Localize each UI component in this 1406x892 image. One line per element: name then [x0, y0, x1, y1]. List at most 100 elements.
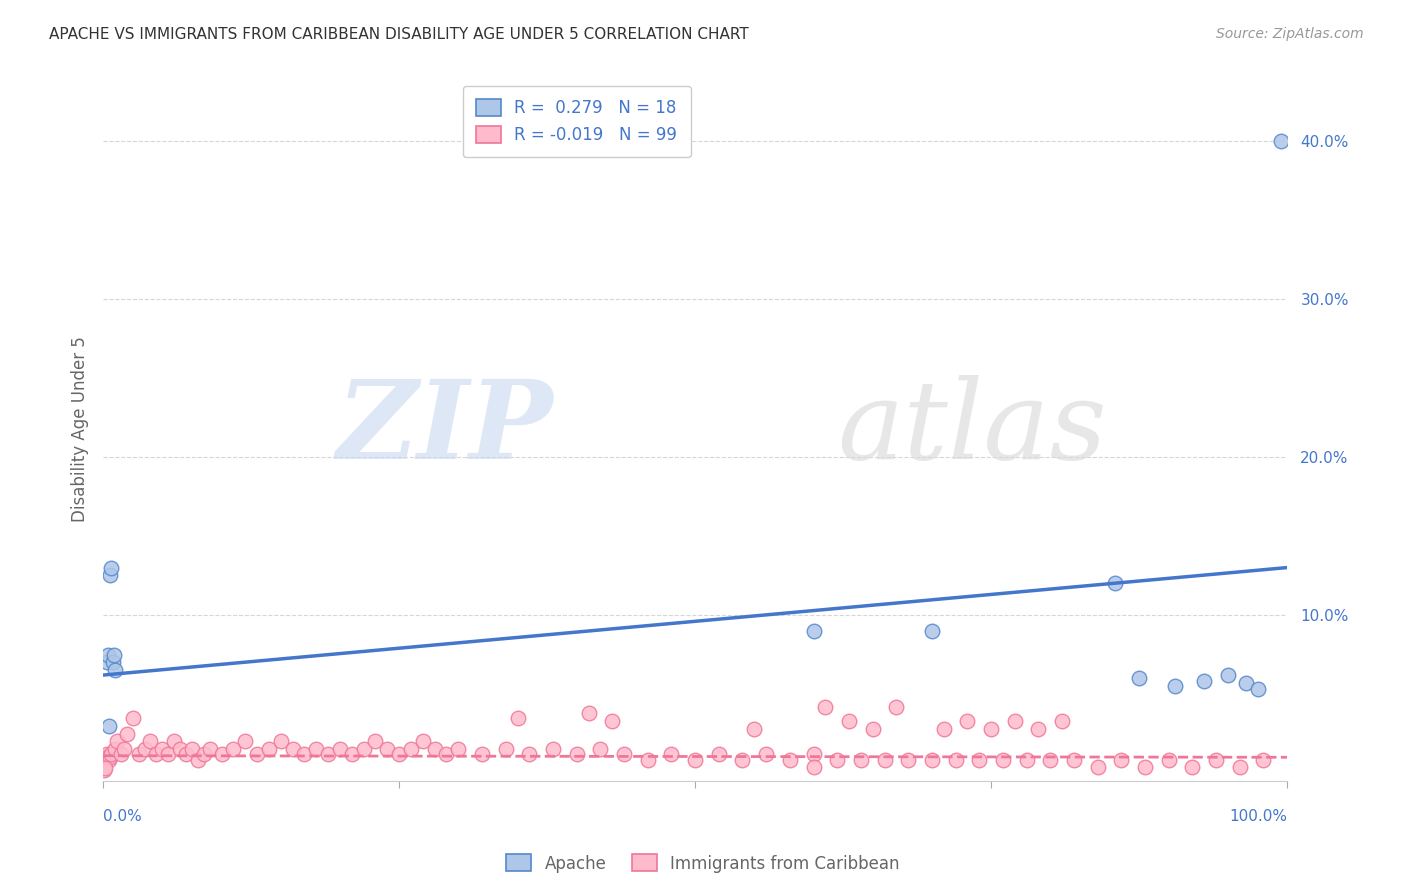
Point — [731, 754, 754, 768]
Point — [1063, 754, 1085, 768]
Point — [104, 742, 127, 756]
Point — [506, 711, 529, 725]
Point — [104, 663, 127, 677]
Point — [637, 754, 659, 768]
Point — [96, 656, 118, 670]
Point — [115, 726, 138, 740]
Point — [233, 734, 256, 748]
Point — [1111, 754, 1133, 768]
Point — [825, 754, 848, 768]
Point — [755, 747, 778, 761]
Point — [589, 742, 612, 756]
Point — [897, 754, 920, 768]
Point — [661, 747, 683, 761]
Point — [1133, 760, 1156, 774]
Point — [1015, 754, 1038, 768]
Point — [281, 742, 304, 756]
Point — [803, 747, 825, 761]
Point — [423, 742, 446, 756]
Point — [375, 742, 398, 756]
Point — [1163, 679, 1185, 693]
Point — [991, 754, 1014, 768]
Point — [613, 747, 636, 761]
Point — [921, 754, 943, 768]
Point — [100, 747, 122, 761]
Point — [169, 742, 191, 756]
Legend: R =  0.279   N = 18, R = -0.019   N = 99: R = 0.279 N = 18, R = -0.019 N = 99 — [463, 86, 690, 157]
Point — [100, 560, 122, 574]
Point — [886, 699, 908, 714]
Point — [340, 747, 363, 761]
Point — [96, 747, 118, 761]
Point — [1128, 671, 1150, 685]
Point — [91, 758, 114, 772]
Point — [814, 699, 837, 714]
Point — [145, 747, 167, 761]
Point — [222, 742, 245, 756]
Point — [101, 656, 124, 670]
Point — [364, 734, 387, 748]
Point — [103, 648, 125, 662]
Point — [980, 722, 1002, 736]
Point — [98, 568, 121, 582]
Point — [1246, 682, 1268, 697]
Point — [246, 747, 269, 761]
Point — [1028, 722, 1050, 736]
Legend: Apache, Immigrants from Caribbean: Apache, Immigrants from Caribbean — [499, 847, 907, 880]
Point — [198, 742, 221, 756]
Point — [98, 754, 121, 768]
Point — [157, 747, 180, 761]
Point — [187, 754, 209, 768]
Point — [114, 742, 136, 756]
Point — [98, 750, 121, 764]
Point — [93, 763, 115, 777]
Text: 100.0%: 100.0% — [1229, 809, 1286, 824]
Point — [294, 747, 316, 761]
Point — [744, 722, 766, 736]
Point — [257, 742, 280, 756]
Point — [316, 747, 339, 761]
Point — [779, 754, 801, 768]
Point — [600, 714, 623, 728]
Point — [110, 747, 132, 761]
Point — [134, 742, 156, 756]
Point — [399, 742, 422, 756]
Y-axis label: Disability Age Under 5: Disability Age Under 5 — [72, 336, 89, 522]
Point — [305, 742, 328, 756]
Text: atlas: atlas — [837, 376, 1107, 483]
Point — [1087, 760, 1109, 774]
Point — [1004, 714, 1026, 728]
Point — [541, 742, 564, 756]
Point — [1194, 674, 1216, 689]
Point — [803, 760, 825, 774]
Point — [1050, 714, 1073, 728]
Point — [565, 747, 588, 761]
Point — [1234, 676, 1257, 690]
Point — [121, 711, 143, 725]
Point — [270, 734, 292, 748]
Point — [329, 742, 352, 756]
Text: 0.0%: 0.0% — [103, 809, 142, 824]
Point — [1104, 576, 1126, 591]
Text: APACHE VS IMMIGRANTS FROM CARIBBEAN DISABILITY AGE UNDER 5 CORRELATION CHART: APACHE VS IMMIGRANTS FROM CARIBBEAN DISA… — [49, 27, 749, 42]
Point — [412, 734, 434, 748]
Point — [447, 742, 470, 756]
Point — [436, 747, 458, 761]
Point — [94, 750, 117, 764]
Point — [97, 750, 120, 764]
Point — [495, 742, 517, 756]
Point — [1253, 754, 1275, 768]
Point — [921, 624, 943, 638]
Point — [181, 742, 204, 756]
Point — [93, 754, 115, 768]
Point — [1229, 760, 1251, 774]
Point — [1157, 754, 1180, 768]
Point — [956, 714, 979, 728]
Point — [838, 714, 860, 728]
Point — [97, 648, 120, 662]
Text: ZIP: ZIP — [336, 376, 553, 483]
Point — [873, 754, 896, 768]
Point — [163, 734, 186, 748]
Point — [98, 719, 121, 733]
Point — [578, 706, 600, 720]
